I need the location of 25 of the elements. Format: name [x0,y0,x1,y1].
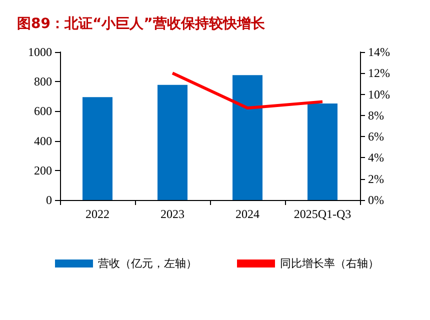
y-tick-label: 0 [46,193,52,207]
y2-tick-label: 8% [368,108,384,122]
legend-label: 同比增长率（右轴） [280,257,379,270]
y2-tick-label: 10% [368,87,390,102]
bar [232,75,262,200]
bar [158,84,188,200]
y2-tick-label: 0% [368,193,384,207]
y-tick-label: 200 [34,163,52,178]
chart-title: 图89：北证“小巨人”营收保持较快增长 [17,16,266,32]
y2-tick-label: 14% [368,45,390,59]
bar [308,104,338,200]
x-tick-label: 2023 [160,207,184,221]
y2-tick-label: 4% [368,150,384,165]
y-tick-label: 800 [34,74,52,89]
x-tick-label: 2022 [86,207,110,221]
bar [82,97,112,200]
y2-tick-label: 6% [368,130,384,144]
y-tick-label: 400 [34,134,52,148]
y-tick-label: 1000 [28,45,52,59]
x-tick-label: 2025Q1-Q3 [294,207,352,221]
y2-tick-label: 2% [368,172,384,186]
x-tick-label: 2024 [236,207,260,221]
y-tick-label: 600 [34,104,52,118]
y2-tick-label: 12% [368,66,390,80]
legend-label: 营收（亿元，左轴） [98,257,197,270]
